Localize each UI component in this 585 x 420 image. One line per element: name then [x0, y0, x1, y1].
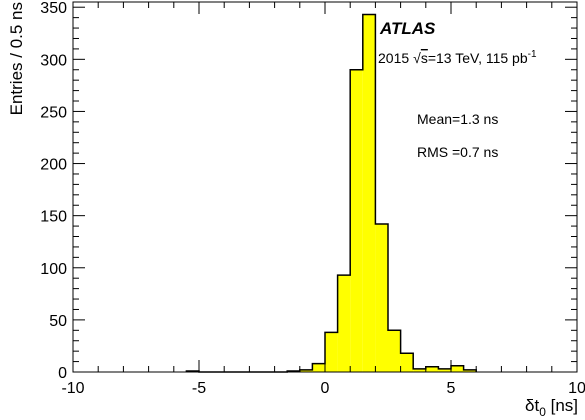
- rms-label: RMS =0.7 ns: [417, 144, 498, 160]
- histogram-bar: [413, 368, 426, 372]
- histogram-bar: [325, 332, 338, 372]
- y-tick-label: 250: [40, 104, 67, 121]
- energy-lumi-label: 2015 √s=13 TeV, 115 pb-1: [378, 49, 537, 66]
- histogram-bar: [451, 365, 464, 372]
- y-tick-label: 350: [40, 0, 67, 17]
- y-tick-label: 50: [49, 313, 67, 330]
- histogram-bar: [337, 275, 351, 372]
- x-axis-title: δt0 [ns]: [525, 396, 578, 419]
- y-tick-label: 300: [40, 52, 67, 69]
- histogram-bar: [375, 224, 388, 372]
- histogram-bar: [463, 369, 477, 372]
- histogram-outline: [185, 13, 477, 373]
- atlas-label: ATLAS: [379, 19, 436, 38]
- x-tick-label: -5: [192, 380, 206, 397]
- y-axis-title: Entries / 0.5 ns: [7, 2, 26, 115]
- y-axis-ticks: 0 50 100 150 200 250 300 350: [40, 0, 577, 382]
- x-tick-label: 5: [447, 380, 456, 397]
- histogram-bar: [425, 366, 439, 372]
- histogram-bar: [362, 14, 376, 372]
- x-axis-ticks: -10 -5 0 5 10: [61, 2, 585, 397]
- y-tick-label: 200: [40, 157, 67, 174]
- histogram-bar: [400, 353, 414, 372]
- histogram-bar: [388, 330, 401, 372]
- mean-label: Mean=1.3 ns: [417, 111, 498, 127]
- y-tick-label: 0: [58, 365, 67, 382]
- y-tick-label: 100: [40, 261, 67, 278]
- histogram-bar: [299, 369, 313, 372]
- x-tick-label: 0: [321, 380, 330, 397]
- histogram-bar: [438, 368, 451, 372]
- histogram-bar: [312, 363, 325, 372]
- x-tick-label: -10: [61, 380, 84, 397]
- histogram-bars: [186, 14, 477, 373]
- histogram-bar: [350, 69, 363, 373]
- y-tick-label: 150: [40, 209, 67, 226]
- x-tick-label: 10: [568, 380, 585, 397]
